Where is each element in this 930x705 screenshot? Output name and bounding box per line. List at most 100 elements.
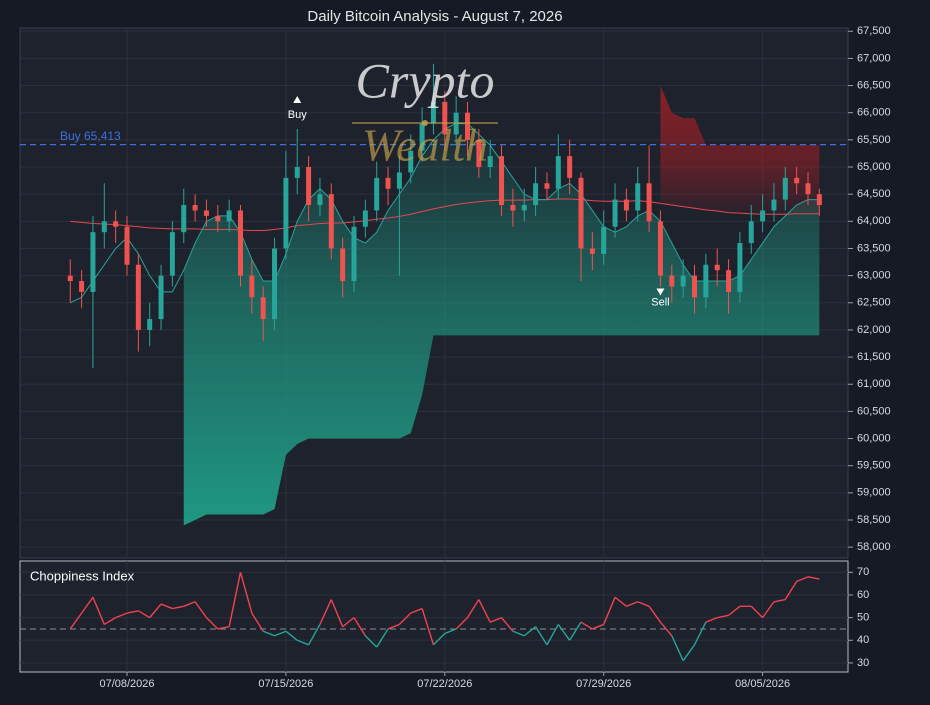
indicator-segment [512, 630, 525, 637]
indicator-segment [523, 626, 537, 637]
candle-body [442, 101, 448, 135]
indicator-segment [705, 616, 718, 623]
candle-body [589, 248, 595, 254]
indicator-segment [535, 626, 548, 646]
candle-body [192, 205, 198, 211]
indicator-segment [126, 610, 139, 614]
y-tick-label: 63,500 [857, 242, 891, 254]
watermark: Wealth [362, 120, 488, 171]
candle-body [465, 112, 470, 140]
y-tick-label: 62,000 [857, 324, 891, 336]
indicator-segment [807, 576, 820, 580]
indicator-segment [285, 630, 298, 641]
candle-body [612, 199, 618, 227]
candle-body [646, 183, 652, 222]
candle-body [203, 210, 209, 216]
indicator-segment [455, 617, 468, 630]
indicator-segment [773, 598, 786, 603]
indicator-segment [194, 601, 208, 619]
indicator-segment [693, 621, 707, 646]
indicator-segment [501, 617, 514, 632]
indicator-segment [103, 617, 117, 626]
candle-body [306, 167, 312, 206]
y-tick-label: 65,000 [857, 161, 891, 173]
candle-body [533, 183, 539, 206]
candle-body [555, 156, 561, 189]
indicator-segment [569, 621, 582, 641]
indicator-segment [682, 644, 696, 662]
indicator-segment [580, 621, 593, 630]
indicator-segment [717, 614, 729, 619]
indicator-segment [239, 572, 253, 614]
candle-body [67, 275, 73, 282]
candle-body [408, 150, 414, 173]
indicator-panel [19, 560, 849, 673]
indicator-segment [69, 612, 83, 630]
indicator-segment [603, 596, 616, 625]
y-tick-label: 60,500 [857, 405, 891, 417]
indicator-segment [330, 599, 344, 627]
candle-body [510, 205, 516, 211]
indicator-segment [183, 601, 196, 607]
candle-body [181, 205, 187, 233]
indicator-segment [546, 624, 559, 646]
indicator-segment [296, 639, 309, 646]
sell-label: Sell [651, 296, 669, 308]
y-tick-label: 61,000 [857, 378, 891, 390]
indicator-segment [217, 626, 230, 630]
candle-body [714, 264, 720, 271]
indicator-segment [750, 605, 764, 619]
candle-body [680, 275, 686, 287]
candle-body [521, 205, 527, 211]
candle-body [396, 172, 402, 189]
indicator-segment [387, 623, 400, 630]
candle-body [249, 275, 255, 298]
indicator-segment [228, 572, 242, 627]
candle-body [760, 210, 766, 222]
x-tick-label: 07/15/2026 [258, 678, 313, 690]
candle-body [771, 199, 777, 211]
candle-body [385, 177, 391, 189]
y-tick-label: 58,500 [857, 514, 891, 526]
indicator-segment [728, 605, 741, 616]
indicator-segment [478, 599, 491, 623]
candle-body [158, 275, 164, 320]
candle-body [272, 248, 278, 320]
indicator-segment [398, 612, 412, 625]
panel-title: Choppiness Index [30, 568, 135, 583]
chart-title: Daily Bitcoin Analysis - August 7, 2026 [307, 8, 562, 25]
indicator-segment [342, 617, 355, 628]
indicator-segment [432, 632, 446, 646]
y-tick-label: 70 [857, 566, 869, 578]
candle-body [238, 210, 243, 276]
watermark-dot [422, 120, 428, 126]
buy-level-label: Buy 65,413 [60, 129, 121, 143]
y-tick-label: 40 [857, 634, 869, 646]
candle-body [487, 156, 493, 168]
candle-body [669, 275, 675, 287]
indicator-segment [376, 628, 389, 648]
y-tick-label: 67,000 [857, 52, 891, 64]
y-tick-label: 59,000 [857, 487, 891, 499]
y-tick-label: 64,500 [857, 188, 891, 200]
candle-body [169, 232, 175, 276]
candle-body [692, 275, 697, 298]
indicator-segment [489, 616, 502, 623]
indicator-segment [81, 596, 94, 614]
indicator-segment [137, 610, 151, 619]
y-tick-label: 67,500 [857, 25, 891, 37]
indicator-segment [796, 576, 809, 583]
y-tick-label: 61,500 [857, 351, 891, 363]
candle-body [328, 194, 334, 249]
candle-body [226, 210, 232, 222]
candle-body [79, 281, 85, 292]
indicator-segment [92, 596, 105, 625]
y-tick-label: 59,500 [857, 460, 891, 472]
indicator-segment [592, 623, 604, 630]
candle-body [657, 221, 663, 276]
candle-body [351, 226, 357, 282]
candle-body [101, 221, 107, 233]
candle-body [544, 183, 550, 189]
candle-body [601, 226, 607, 254]
